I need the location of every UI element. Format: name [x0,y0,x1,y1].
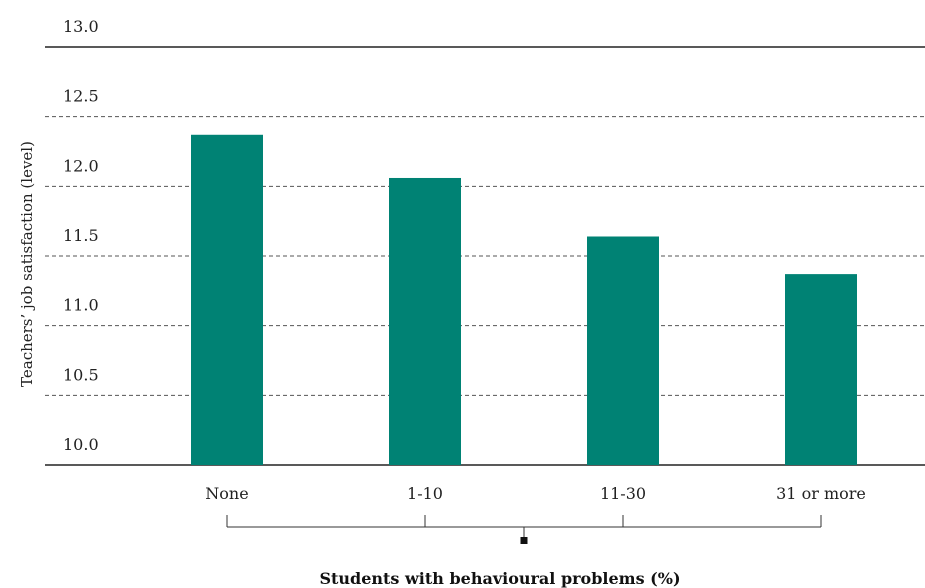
bar [785,274,857,465]
y-tick-label: 10.0 [63,435,99,454]
bar [191,134,263,465]
x-category-labels: None 1-10 11-30 31 or more [205,484,866,503]
x-category-label: 1-10 [407,484,443,503]
y-axis-title: Teachers’ job satisfaction (level) [18,141,36,387]
y-tick-label: 12.0 [63,156,99,175]
y-tick-label: 11.5 [63,226,99,245]
y-tick-labels: 10.0 10.5 11.0 11.5 12.0 12.5 13.0 [63,17,99,454]
bars [191,134,857,465]
x-category-label: 31 or more [776,484,866,503]
bar [587,236,659,465]
x-axis-title: Students with behavioural problems (%) [319,569,680,588]
y-tick-label: 12.5 [63,87,99,106]
x-category-label: None [205,484,248,503]
y-tick-label: 11.0 [63,296,99,315]
y-tick-label: 10.5 [63,365,99,384]
x-bracket [226,515,822,544]
x-category-label: 11-30 [600,484,646,503]
y-tick-label: 13.0 [63,17,99,36]
bracket-marker [520,537,528,544]
bar [389,177,461,465]
